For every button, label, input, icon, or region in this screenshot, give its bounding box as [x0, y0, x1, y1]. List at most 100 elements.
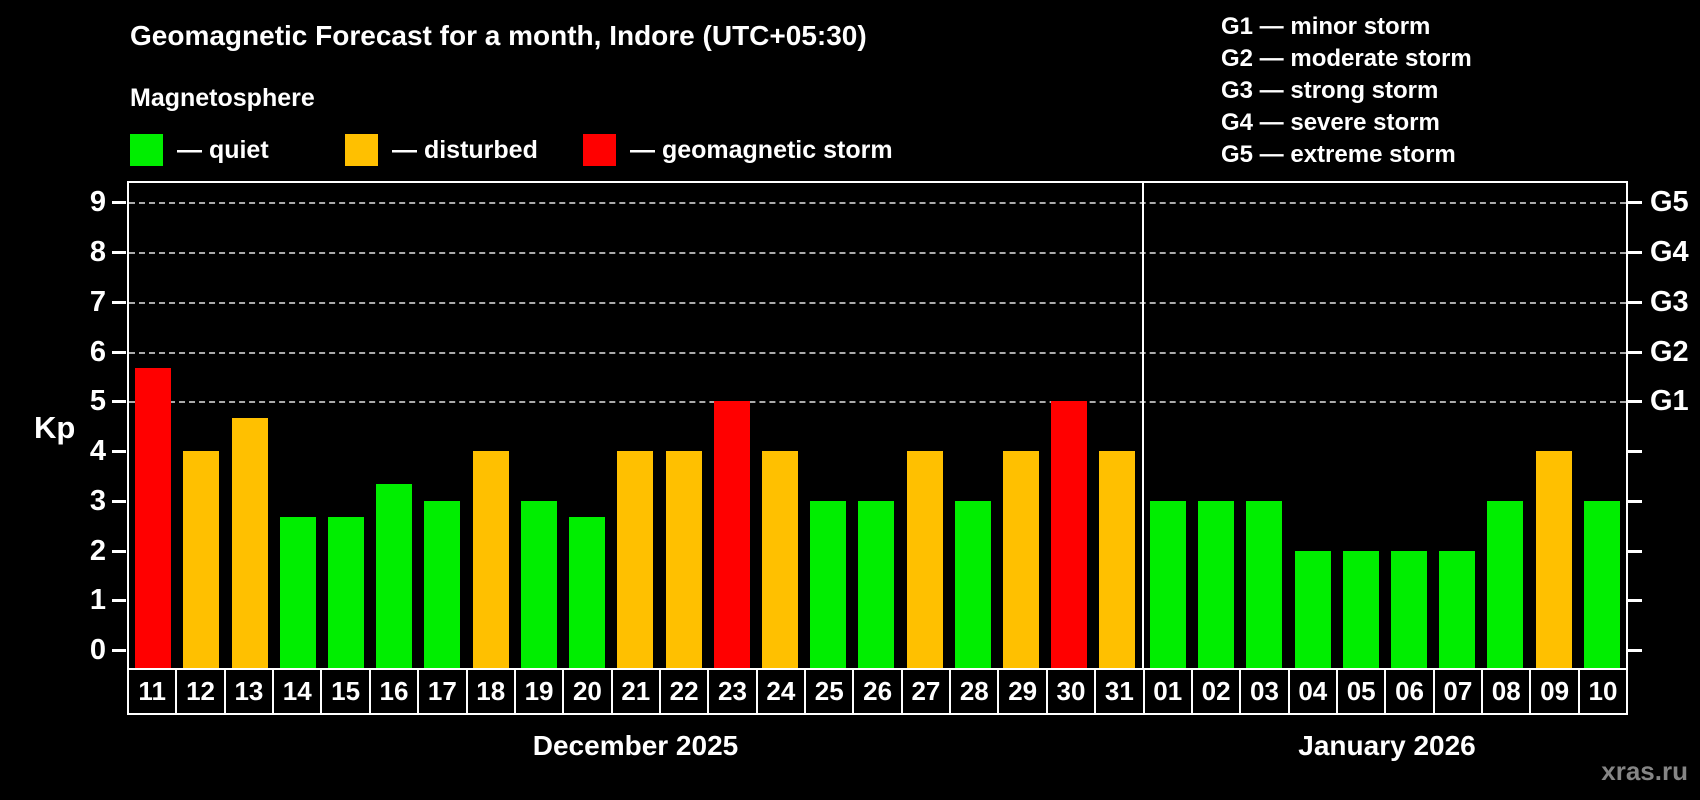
y-axis-tick-mark-8: [112, 251, 126, 255]
right-axis-tick-mark-1: [1628, 599, 1642, 603]
bar-slot-22: [659, 183, 707, 668]
bar-slot-30: [1045, 183, 1093, 668]
y-axis-tick-label-0: 0: [89, 634, 106, 666]
bar-slot-26: [852, 183, 900, 668]
bar-slot-07: [1433, 183, 1481, 668]
day-label-04: 04: [1287, 668, 1338, 715]
kp-bar-09: [1535, 451, 1572, 668]
day-label-24: 24: [755, 668, 807, 715]
day-label-18: 18: [465, 668, 516, 715]
kp-bar-19: [520, 501, 557, 668]
gridline-kp-7: [129, 301, 1626, 304]
page-subtitle: Magnetosphere: [130, 84, 315, 112]
kp-bar-26: [858, 501, 895, 668]
bar-slot-19: [515, 183, 563, 668]
y-axis-tick-label-5: 5: [89, 385, 106, 418]
bar-slot-15: [322, 183, 370, 668]
kp-bar-29: [1003, 451, 1040, 668]
right-axis-tick-mark-8: [1628, 251, 1642, 255]
day-label-30: 30: [1045, 668, 1097, 715]
kp-bar-04: [1294, 551, 1331, 668]
kp-bar-22: [665, 451, 702, 668]
kp-bar-21: [617, 451, 654, 668]
day-label-15: 15: [320, 668, 371, 715]
day-label-08: 08: [1481, 668, 1532, 715]
g4-legend-line: G4 — severe storm: [1221, 109, 1440, 136]
kp-bar-10: [1583, 501, 1620, 668]
g-scale-legend: G1 — minor storm G2 — moderate storm G3 …: [1221, 11, 1472, 171]
kp-bar-28: [954, 501, 991, 668]
kp-bar-25: [810, 501, 847, 668]
plot-area: [127, 181, 1628, 670]
bar-slot-20: [563, 183, 611, 668]
right-axis-tick-mark-2: [1628, 549, 1642, 553]
storm-swatch-icon: [583, 134, 616, 166]
legend-item-disturbed: — disturbed: [345, 133, 538, 167]
y-axis-tick-mark-0: [112, 649, 126, 652]
y-axis-tick-label-1: 1: [89, 584, 106, 617]
day-label-16: 16: [368, 668, 420, 715]
gridline-kp-8: [129, 252, 1626, 255]
kp-bar-27: [906, 451, 943, 668]
kp-bar-05: [1342, 551, 1379, 668]
y-axis-tick-label-2: 2: [89, 534, 106, 567]
bar-slot-02: [1192, 183, 1240, 668]
g5-legend-line: G5 — extreme storm: [1221, 141, 1456, 168]
right-axis-tick-mark-5: [1628, 400, 1642, 404]
day-label-19: 19: [513, 668, 565, 715]
y-axis-tick-mark-5: [112, 400, 126, 404]
legend-label-storm: — geomagnetic storm: [630, 135, 893, 164]
page-title: Geomagnetic Forecast for a month, Indore…: [130, 20, 867, 51]
day-label-14: 14: [272, 668, 323, 715]
day-label-13: 13: [223, 668, 275, 715]
bar-slot-11: [129, 183, 177, 668]
y-axis-tick-mark-1: [112, 599, 126, 603]
quiet-swatch-icon: [130, 134, 163, 166]
g1-legend-line: G1 — minor storm: [1221, 13, 1431, 40]
day-label-29: 29: [997, 668, 1048, 715]
bar-slot-03: [1240, 183, 1288, 668]
day-label-06: 06: [1384, 668, 1435, 715]
g-scale-label-G5: G5: [1650, 186, 1689, 219]
bar-slot-18: [467, 183, 515, 668]
day-label-22: 22: [658, 668, 710, 715]
right-axis-tick-mark-9: [1628, 201, 1642, 205]
bar-slot-10: [1578, 183, 1626, 668]
kp-bar-17: [424, 501, 461, 668]
right-axis-tick-mark-0: [1628, 649, 1642, 652]
day-label-05: 05: [1335, 668, 1387, 715]
kp-bar-12: [183, 451, 220, 668]
bar-slot-09: [1530, 183, 1578, 668]
right-axis-tick-mark-4: [1628, 450, 1642, 454]
gridline-kp-9: [129, 202, 1626, 205]
bar-slot-16: [370, 183, 418, 668]
y-axis-tick-label-6: 6: [89, 335, 106, 368]
bars-layer: [129, 183, 1626, 668]
y-axis-tick-mark-9: [112, 201, 126, 205]
g2-legend-line: G2 — moderate storm: [1221, 45, 1472, 72]
kp-bar-16: [376, 484, 413, 668]
right-axis-tick-mark-3: [1628, 499, 1642, 503]
bar-slot-06: [1385, 183, 1433, 668]
legend-item-quiet: — quiet: [130, 133, 269, 167]
bar-slot-24: [756, 183, 804, 668]
day-label-25: 25: [804, 668, 855, 715]
kp-bar-03: [1246, 501, 1283, 668]
day-label-23: 23: [707, 668, 758, 715]
legend-item-storm: — geomagnetic storm: [583, 133, 893, 167]
bar-slot-04: [1288, 183, 1336, 668]
day-label-21: 21: [610, 668, 661, 715]
kp-bar-23: [713, 401, 750, 668]
bar-slot-14: [274, 183, 322, 668]
bar-slot-08: [1481, 183, 1529, 668]
day-label-28: 28: [949, 668, 1000, 715]
bar-slot-29: [997, 183, 1045, 668]
kp-bar-20: [569, 517, 606, 668]
kp-bar-15: [327, 517, 364, 668]
bar-slot-31: [1093, 183, 1141, 668]
day-label-10: 10: [1577, 668, 1629, 715]
g-scale-label-G4: G4: [1650, 236, 1689, 269]
y-axis-tick-mark-4: [112, 450, 126, 454]
bar-slot-05: [1337, 183, 1385, 668]
